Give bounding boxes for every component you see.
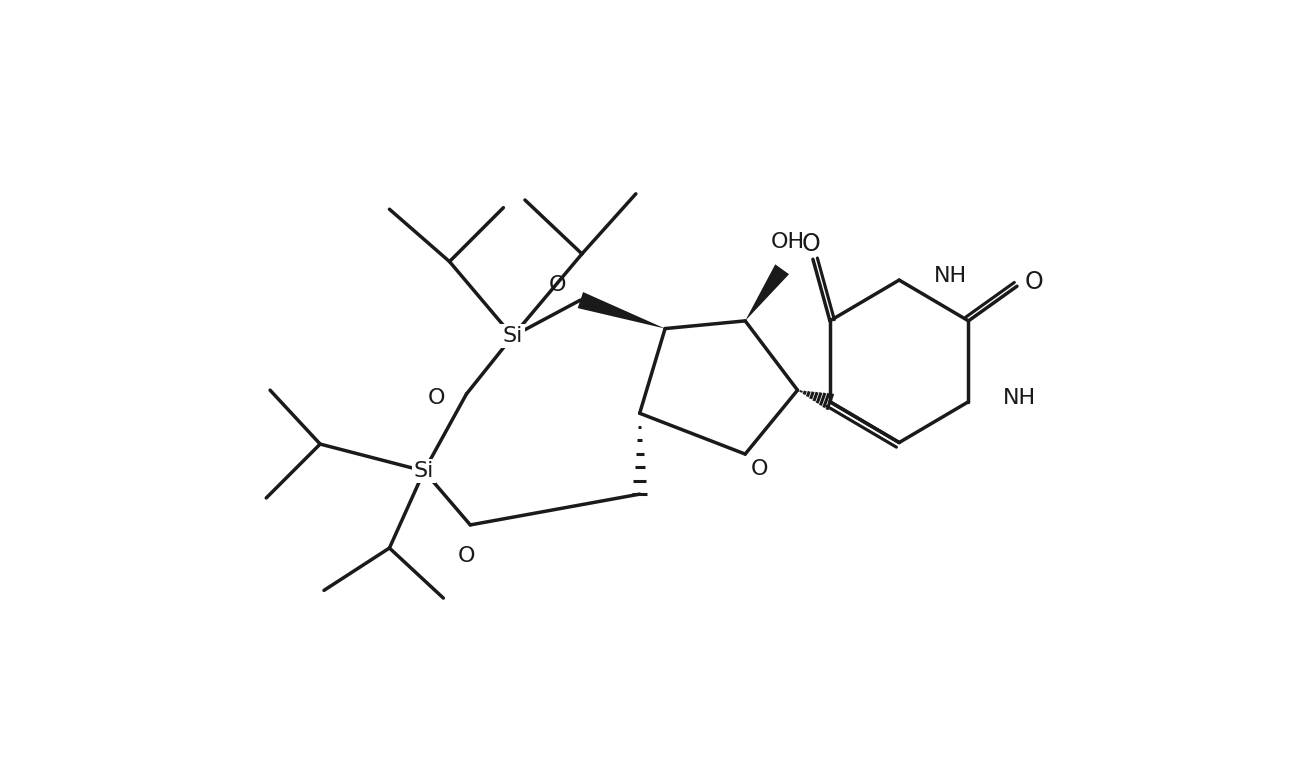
Text: O: O: [803, 232, 821, 256]
Polygon shape: [577, 292, 665, 329]
Text: Si: Si: [503, 326, 523, 346]
Text: NH: NH: [934, 266, 967, 286]
Text: O: O: [1024, 270, 1044, 294]
Text: NH: NH: [1003, 388, 1036, 408]
Text: O: O: [751, 459, 767, 480]
Text: Si: Si: [414, 461, 434, 481]
Text: O: O: [427, 388, 444, 408]
Text: OH: OH: [771, 232, 805, 252]
Text: O: O: [457, 547, 476, 566]
Polygon shape: [745, 264, 790, 321]
Text: O: O: [549, 275, 567, 294]
Text: Si: Si: [503, 326, 523, 346]
Text: Si: Si: [414, 461, 434, 481]
